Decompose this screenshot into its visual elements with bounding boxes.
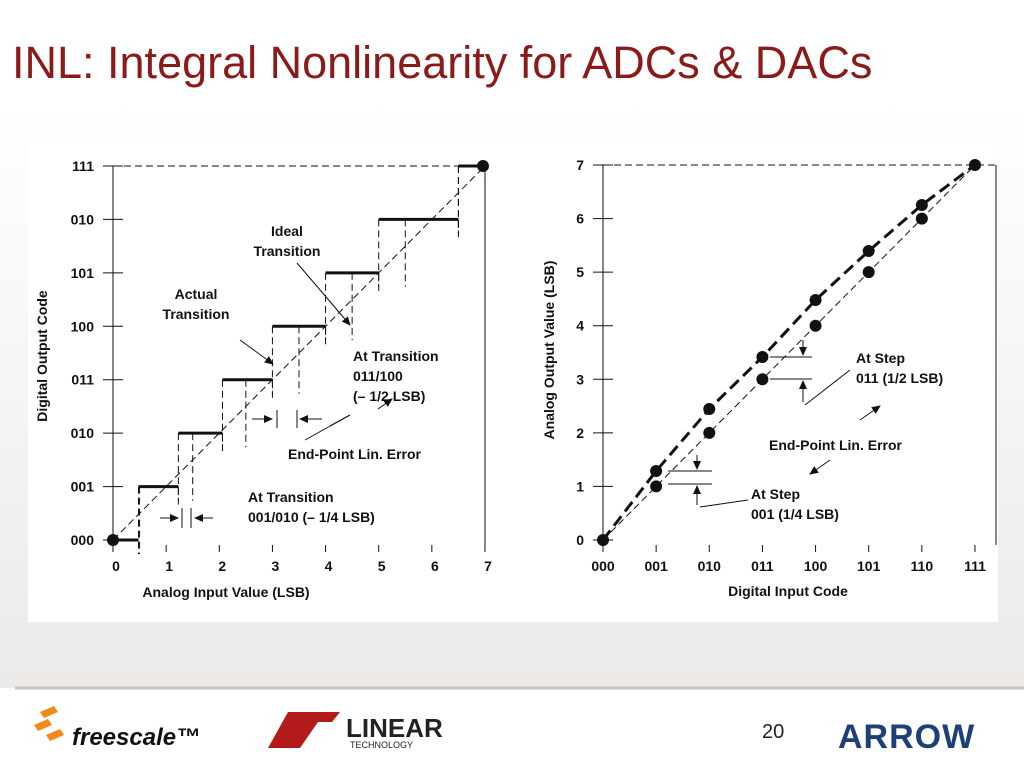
- axis-title: Digital Input Code: [728, 583, 848, 599]
- ideal-dot: [862, 266, 875, 279]
- diagrams: 00000011010201131004101501061117IdealTra…: [34, 157, 997, 600]
- x-tick-label: 0: [112, 558, 120, 574]
- x-tick-label: 1: [165, 558, 173, 574]
- line: [602, 164, 976, 541]
- y-tick-label: 1: [576, 478, 584, 494]
- line: [804, 369, 851, 406]
- linear-logo: LINEAR TECHNOLOGY: [268, 712, 443, 750]
- annotation: Transition: [163, 306, 230, 322]
- ideal-dot: [650, 480, 663, 493]
- line: [377, 398, 393, 410]
- annotation: 011/100: [353, 368, 403, 384]
- y-tick-label: 010: [71, 425, 95, 441]
- axis-title: Analog Output Value (LSB): [541, 261, 557, 440]
- ideal-dot: [915, 212, 928, 225]
- x-tick-label: 3: [272, 558, 280, 574]
- annotation: 011 (1/2 LSB): [856, 370, 943, 386]
- freescale-text: freescale™: [72, 724, 200, 751]
- technology-text: TECHNOLOGY: [350, 740, 413, 750]
- actual-dot: [915, 199, 928, 211]
- y-tick-label: 6: [576, 211, 584, 227]
- y-tick-label: 2: [576, 425, 584, 441]
- y-tick-label: 5: [576, 264, 584, 280]
- actual-dot: [862, 245, 875, 257]
- x-tick-label: 001: [644, 558, 668, 574]
- y-tick-label: 010: [71, 211, 95, 227]
- x-tick-label: 100: [804, 558, 828, 574]
- x-tick-label: 011: [751, 558, 774, 574]
- x-tick-label: 101: [857, 558, 881, 574]
- arrow-logo: ARROW: [838, 718, 975, 756]
- axis-title: Analog Input Value (LSB): [142, 584, 309, 600]
- x-tick-label: 110: [911, 558, 934, 574]
- y-tick-label: 101: [71, 265, 95, 281]
- annotation: At Step: [856, 350, 905, 366]
- x-tick-label: 6: [431, 558, 439, 574]
- line: [239, 339, 274, 365]
- annotation: End-Point Lin. Error: [288, 446, 422, 462]
- y-tick-label: 000: [71, 532, 95, 548]
- end-dot: [107, 534, 119, 546]
- y-tick-label: 0: [576, 532, 584, 548]
- actual-dot: [809, 294, 822, 306]
- x-tick-label: 010: [698, 558, 722, 574]
- annotation: End-Point Lin. Error: [769, 437, 903, 453]
- y-tick-label: 111: [72, 158, 94, 174]
- annotation: Ideal: [271, 223, 303, 239]
- annotation: 001/010 (– 1/4 LSB): [248, 509, 375, 525]
- end-dot: [477, 160, 489, 172]
- title: INL: Integral Nonlinearity for ADCs & DA…: [12, 37, 872, 88]
- ideal-dot: [703, 426, 716, 439]
- ideal-dot: [756, 373, 769, 386]
- y-tick-label: 001: [71, 479, 95, 495]
- ideal-dot: [597, 534, 609, 546]
- annotation: At Step: [751, 486, 800, 502]
- x-tick-label: 7: [484, 558, 492, 574]
- y-tick-label: 4: [576, 318, 584, 334]
- figure-area: [28, 142, 998, 622]
- actual-curve: [601, 163, 976, 541]
- line: [296, 262, 351, 326]
- page-number: 20: [762, 721, 784, 743]
- line: [329, 414, 351, 427]
- line: [809, 459, 831, 475]
- y-tick-label: 3: [576, 371, 584, 387]
- y-tick-label: 100: [71, 318, 95, 334]
- annotation: At Transition: [248, 489, 334, 505]
- actual-dot: [756, 351, 769, 363]
- annotation: Transition: [254, 243, 321, 259]
- axis-title: Digital Output Code: [34, 290, 50, 422]
- x-tick-label: 5: [378, 558, 386, 574]
- actual-dot: [650, 465, 663, 477]
- actual-dot: [703, 403, 716, 415]
- x-tick-label: 111: [964, 558, 986, 574]
- ideal-dot: [809, 319, 822, 332]
- line: [859, 405, 881, 421]
- x-tick-label: 4: [325, 558, 333, 574]
- x-tick-label: 000: [591, 558, 615, 574]
- y-tick-label: 011: [71, 372, 94, 388]
- freescale-logo: freescale™: [34, 706, 200, 751]
- annotation: Actual: [175, 286, 218, 302]
- annotation: 001 (1/4 LSB): [751, 506, 839, 522]
- x-tick-label: 2: [218, 558, 226, 574]
- annotation: (– 1/2 LSB): [353, 388, 425, 404]
- annotation: At Transition: [353, 348, 439, 364]
- line: [699, 499, 749, 508]
- ideal-dot: [968, 159, 981, 172]
- linear-text: LINEAR: [346, 713, 443, 743]
- y-tick-label: 7: [576, 157, 584, 173]
